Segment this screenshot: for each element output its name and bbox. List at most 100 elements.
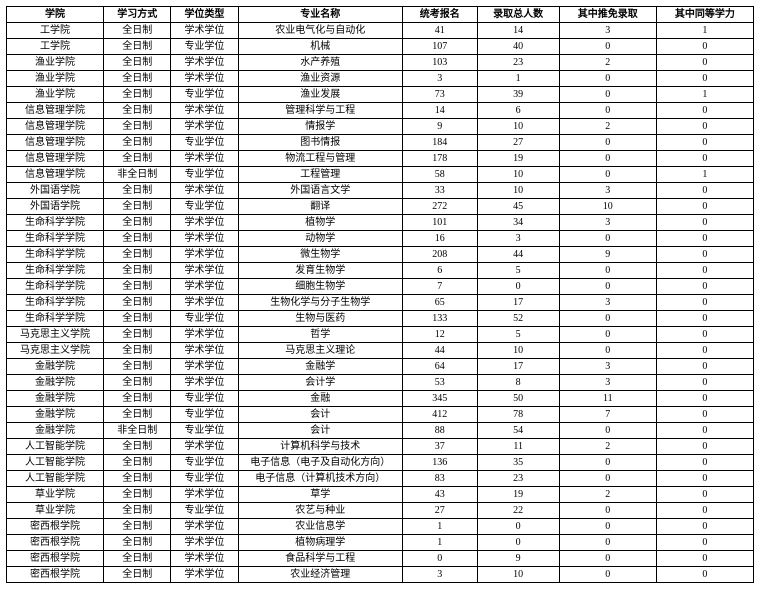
table-cell: 0 <box>656 391 753 407</box>
table-cell: 3 <box>559 183 656 199</box>
table-cell: 23 <box>477 471 559 487</box>
table-cell: 学术学位 <box>171 119 238 135</box>
table-cell: 9 <box>402 119 477 135</box>
table-cell: 学术学位 <box>171 231 238 247</box>
table-cell: 0 <box>559 103 656 119</box>
table-cell: 0 <box>656 39 753 55</box>
table-cell: 信息管理学院 <box>7 103 104 119</box>
table-cell: 3 <box>559 375 656 391</box>
table-cell: 3 <box>559 215 656 231</box>
table-cell: 全日制 <box>104 503 171 519</box>
table-cell: 密西根学院 <box>7 535 104 551</box>
table-cell: 金融学院 <box>7 391 104 407</box>
table-row: 草业学院全日制学术学位草学431920 <box>7 487 754 503</box>
table-cell: 全日制 <box>104 327 171 343</box>
table-cell: 0 <box>559 471 656 487</box>
table-row: 人工智能学院全日制学术学位计算机科学与技术371120 <box>7 439 754 455</box>
data-table: 学院 学习方式 学位类型 专业名称 统考报名 录取总人数 其中推免录取 其中同等… <box>6 6 754 583</box>
table-row: 外国语学院全日制专业学位翻译27245100 <box>7 199 754 215</box>
table-cell: 0 <box>656 183 753 199</box>
table-row: 金融学院全日制学术学位金融学641730 <box>7 359 754 375</box>
table-cell: 植物病理学 <box>238 535 402 551</box>
table-cell: 草业学院 <box>7 503 104 519</box>
table-cell: 专业学位 <box>171 471 238 487</box>
table-cell: 全日制 <box>104 519 171 535</box>
table-cell: 5 <box>477 327 559 343</box>
table-cell: 0 <box>559 311 656 327</box>
table-cell: 全日制 <box>104 279 171 295</box>
table-cell: 11 <box>559 391 656 407</box>
table-row: 密西根学院全日制学术学位植物病理学1000 <box>7 535 754 551</box>
table-cell: 会计学 <box>238 375 402 391</box>
table-cell: 11 <box>477 439 559 455</box>
table-cell: 学术学位 <box>171 567 238 583</box>
table-cell: 全日制 <box>104 39 171 55</box>
table-cell: 7 <box>402 279 477 295</box>
table-cell: 密西根学院 <box>7 551 104 567</box>
table-cell: 5 <box>477 263 559 279</box>
table-cell: 动物学 <box>238 231 402 247</box>
table-cell: 渔业学院 <box>7 87 104 103</box>
table-cell: 会计 <box>238 423 402 439</box>
table-cell: 生命科学学院 <box>7 295 104 311</box>
table-cell: 植物学 <box>238 215 402 231</box>
table-cell: 专业学位 <box>171 167 238 183</box>
table-cell: 10 <box>477 167 559 183</box>
table-cell: 金融学院 <box>7 423 104 439</box>
table-cell: 密西根学院 <box>7 567 104 583</box>
table-cell: 生物与医药 <box>238 311 402 327</box>
table-cell: 17 <box>477 295 559 311</box>
col-header: 统考报名 <box>402 7 477 23</box>
table-cell: 全日制 <box>104 375 171 391</box>
table-cell: 哲学 <box>238 327 402 343</box>
table-cell: 0 <box>559 503 656 519</box>
table-cell: 学术学位 <box>171 551 238 567</box>
table-cell: 34 <box>477 215 559 231</box>
table-cell: 27 <box>477 135 559 151</box>
table-cell: 43 <box>402 487 477 503</box>
table-cell: 全日制 <box>104 567 171 583</box>
table-cell: 会计 <box>238 407 402 423</box>
table-cell: 0 <box>559 87 656 103</box>
table-cell: 0 <box>656 151 753 167</box>
table-row: 人工智能学院全日制专业学位电子信息（电子及自动化方向）1363500 <box>7 455 754 471</box>
table-cell: 0 <box>402 551 477 567</box>
table-cell: 学术学位 <box>171 103 238 119</box>
table-cell: 人工智能学院 <box>7 471 104 487</box>
table-cell: 0 <box>559 279 656 295</box>
table-cell: 全日制 <box>104 71 171 87</box>
table-cell: 0 <box>656 407 753 423</box>
table-cell: 37 <box>402 439 477 455</box>
table-cell: 17 <box>477 359 559 375</box>
table-cell: 0 <box>559 231 656 247</box>
table-cell: 0 <box>477 519 559 535</box>
table-cell: 45 <box>477 199 559 215</box>
table-row: 渔业学院全日制专业学位渔业发展733901 <box>7 87 754 103</box>
table-row: 外国语学院全日制学术学位外国语言文学331030 <box>7 183 754 199</box>
table-cell: 6 <box>402 263 477 279</box>
table-cell: 7 <box>559 407 656 423</box>
table-cell: 0 <box>656 263 753 279</box>
col-header: 录取总人数 <box>477 7 559 23</box>
table-cell: 马克思主义理论 <box>238 343 402 359</box>
table-cell: 3 <box>402 71 477 87</box>
table-cell: 专业学位 <box>171 391 238 407</box>
table-cell: 39 <box>477 87 559 103</box>
table-cell: 全日制 <box>104 183 171 199</box>
table-cell: 0 <box>656 519 753 535</box>
table-cell: 0 <box>559 551 656 567</box>
table-cell: 35 <box>477 455 559 471</box>
table-cell: 0 <box>559 135 656 151</box>
table-cell: 工学院 <box>7 23 104 39</box>
table-cell: 生物化学与分子生物学 <box>238 295 402 311</box>
table-cell: 44 <box>402 343 477 359</box>
table-cell: 1 <box>402 535 477 551</box>
table-cell: 发育生物学 <box>238 263 402 279</box>
table-cell: 金融学院 <box>7 375 104 391</box>
table-cell: 0 <box>656 359 753 375</box>
table-cell: 412 <box>402 407 477 423</box>
table-row: 金融学院非全日制专业学位会计885400 <box>7 423 754 439</box>
table-row: 信息管理学院全日制学术学位情报学91020 <box>7 119 754 135</box>
table-cell: 208 <box>402 247 477 263</box>
table-row: 信息管理学院非全日制专业学位工程管理581001 <box>7 167 754 183</box>
